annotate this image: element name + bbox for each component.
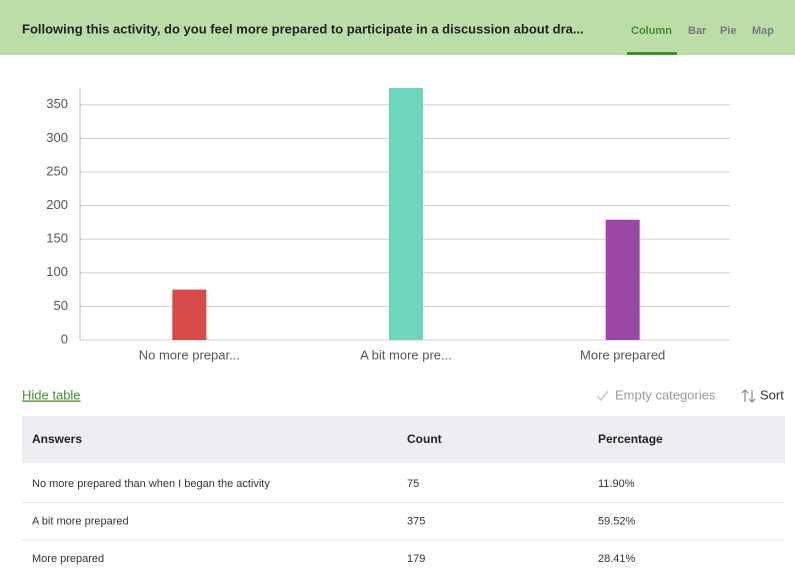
column-header: Percentage bbox=[598, 432, 663, 446]
table-cell: A bit more prepared bbox=[32, 515, 129, 527]
tab-underline bbox=[627, 52, 677, 55]
column-header: Count bbox=[407, 432, 442, 446]
checkbox-icon bbox=[596, 390, 609, 402]
bar bbox=[389, 88, 423, 340]
header-title: Following this activity, do you feel mor… bbox=[22, 21, 584, 36]
sort-label: Sort bbox=[760, 387, 784, 402]
y-tick-label: 50 bbox=[54, 298, 68, 313]
table-cell: No more prepared than when I began the a… bbox=[32, 478, 270, 490]
y-tick-label: 250 bbox=[46, 163, 68, 178]
chart: 0 50 100 150 200 250 300 350 No more prepar... A … bbox=[46, 88, 730, 362]
bar bbox=[172, 289, 207, 340]
sort-icon bbox=[741, 389, 756, 403]
empty-categories-toggle[interactable]: Empty categories bbox=[596, 387, 716, 402]
table-cell: 75 bbox=[407, 478, 419, 490]
empty-categories-label: Empty categories bbox=[615, 387, 716, 402]
column-header: Answers bbox=[32, 432, 82, 446]
x-tick-label: A bit more pre... bbox=[360, 347, 452, 362]
tabs: Column Bar Pie Map bbox=[627, 25, 774, 55]
hide-table-link[interactable]: Hide table bbox=[22, 387, 81, 402]
table-cell: More prepared bbox=[32, 553, 104, 565]
y-tick-label: 350 bbox=[46, 96, 68, 111]
y-tick-label: 300 bbox=[46, 130, 68, 145]
table-cell: 11.90% bbox=[598, 478, 635, 490]
x-tick-label: No more prepar... bbox=[139, 347, 240, 362]
tab[interactable]: Pie bbox=[720, 25, 737, 37]
table: Answers Count Percentage No more prepared t… bbox=[22, 432, 785, 565]
table-cell: 59.52% bbox=[598, 515, 636, 527]
table-cell: 179 bbox=[407, 553, 425, 565]
tab[interactable]: Column bbox=[631, 25, 672, 37]
y-tick-label: 200 bbox=[46, 197, 68, 212]
sort-button[interactable]: Sort bbox=[741, 387, 784, 403]
tab[interactable]: Bar bbox=[688, 25, 707, 37]
tab[interactable]: Map bbox=[752, 25, 774, 37]
bar bbox=[605, 219, 640, 340]
table-cell: 28.41% bbox=[598, 553, 636, 565]
x-tick-label: More prepared bbox=[580, 347, 665, 362]
y-tick-label: 150 bbox=[46, 231, 68, 246]
y-tick-label: 0 bbox=[61, 331, 68, 346]
table-header-bg bbox=[22, 416, 785, 463]
header-bar bbox=[0, 0, 795, 55]
y-tick-label: 100 bbox=[46, 264, 68, 279]
table-cell: 375 bbox=[407, 515, 425, 527]
